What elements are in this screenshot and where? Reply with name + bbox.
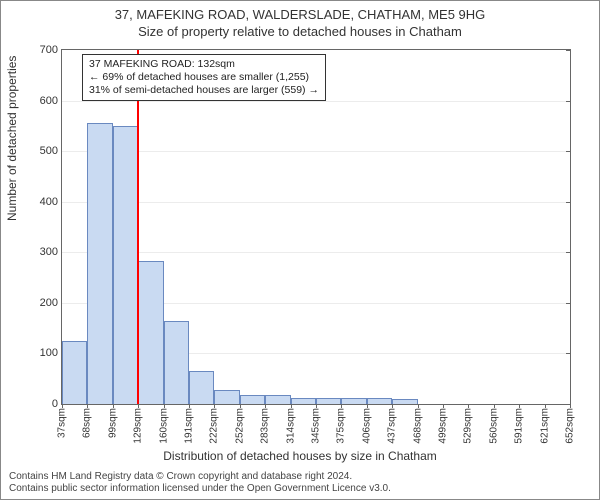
histogram-bar [113,126,138,404]
y-tick-label: 100 [40,347,62,359]
histogram-bar [291,398,316,404]
x-tick-label: 621sqm [539,408,550,444]
histogram-bar [240,395,265,404]
histogram-bar [265,395,290,404]
x-tick-label: 529sqm [463,408,474,444]
x-tick-label: 160sqm [158,408,169,444]
y-tick-mark [566,50,571,51]
x-tick-mark [291,404,292,408]
x-tick-mark [443,404,444,408]
footer-credits: Contains HM Land Registry data © Crown c… [9,471,391,495]
histogram-bar [392,399,417,404]
x-tick-label: 99sqm [107,408,118,438]
x-tick-label: 222sqm [209,408,220,444]
x-tick-label: 283sqm [260,408,271,444]
annotation-line-2: ← 69% of detached houses are smaller (1,… [89,71,319,84]
x-tick-mark [519,404,520,408]
x-tick-label: 129sqm [133,408,144,444]
x-tick-mark [138,404,139,408]
x-tick-mark [113,404,114,408]
histogram-bar [341,398,366,404]
x-axis-label: Distribution of detached houses by size … [1,449,599,463]
x-tick-mark [341,404,342,408]
x-tick-label: 560sqm [488,408,499,444]
x-tick-mark [367,404,368,408]
histogram-bar [367,398,392,404]
x-tick-mark [545,404,546,408]
y-axis-label: Number of detached properties [5,56,19,221]
x-tick-label: 406sqm [361,408,372,444]
x-tick-mark [189,404,190,408]
page-subtitle: Size of property relative to detached ho… [1,24,599,39]
x-tick-mark [214,404,215,408]
x-tick-label: 345sqm [311,408,322,444]
x-tick-label: 591sqm [514,408,525,444]
y-tick-label: 300 [40,246,62,258]
x-tick-label: 191sqm [184,408,195,444]
x-tick-label: 468sqm [412,408,423,444]
annotation-line-3: 31% of semi-detached houses are larger (… [89,84,319,97]
histogram-bar [62,341,87,404]
x-tick-mark [392,404,393,408]
histogram-bar [189,371,214,404]
x-tick-mark [240,404,241,408]
chart-container: 37, MAFEKING ROAD, WALDERSLADE, CHATHAM,… [0,0,600,500]
x-tick-mark [494,404,495,408]
x-tick-mark [468,404,469,408]
y-tick-label: 500 [40,145,62,157]
y-tick-label: 700 [40,44,62,56]
histogram-bar [87,123,112,404]
x-tick-mark [418,404,419,408]
histogram-bar [164,321,189,404]
x-tick-label: 314sqm [285,408,296,444]
marker-line [137,50,139,404]
x-tick-mark [316,404,317,408]
x-tick-mark [87,404,88,408]
chart-plot-area: 010020030040050060070037sqm68sqm99sqm129… [61,49,571,405]
x-tick-label: 252sqm [234,408,245,444]
x-tick-label: 37sqm [57,408,68,438]
annotation-line-1: 37 MAFEKING ROAD: 132sqm [89,58,319,71]
x-tick-label: 652sqm [565,408,576,444]
y-tick-label: 600 [40,95,62,107]
x-tick-label: 499sqm [438,408,449,444]
x-tick-label: 68sqm [82,408,93,438]
footer-line-1: Contains HM Land Registry data © Crown c… [9,471,391,483]
x-tick-mark [164,404,165,408]
x-tick-mark [265,404,266,408]
x-tick-mark [570,404,571,408]
y-tick-label: 200 [40,297,62,309]
y-tick-label: 400 [40,196,62,208]
x-tick-label: 375sqm [336,408,347,444]
histogram-bar [138,261,163,404]
x-tick-mark [62,404,63,408]
footer-line-2: Contains public sector information licen… [9,483,391,495]
histogram-bar [316,398,341,404]
x-tick-label: 437sqm [387,408,398,444]
page-title: 37, MAFEKING ROAD, WALDERSLADE, CHATHAM,… [1,7,599,22]
annotation-box: 37 MAFEKING ROAD: 132sqm ← 69% of detach… [82,54,326,101]
histogram-bar [214,390,239,404]
